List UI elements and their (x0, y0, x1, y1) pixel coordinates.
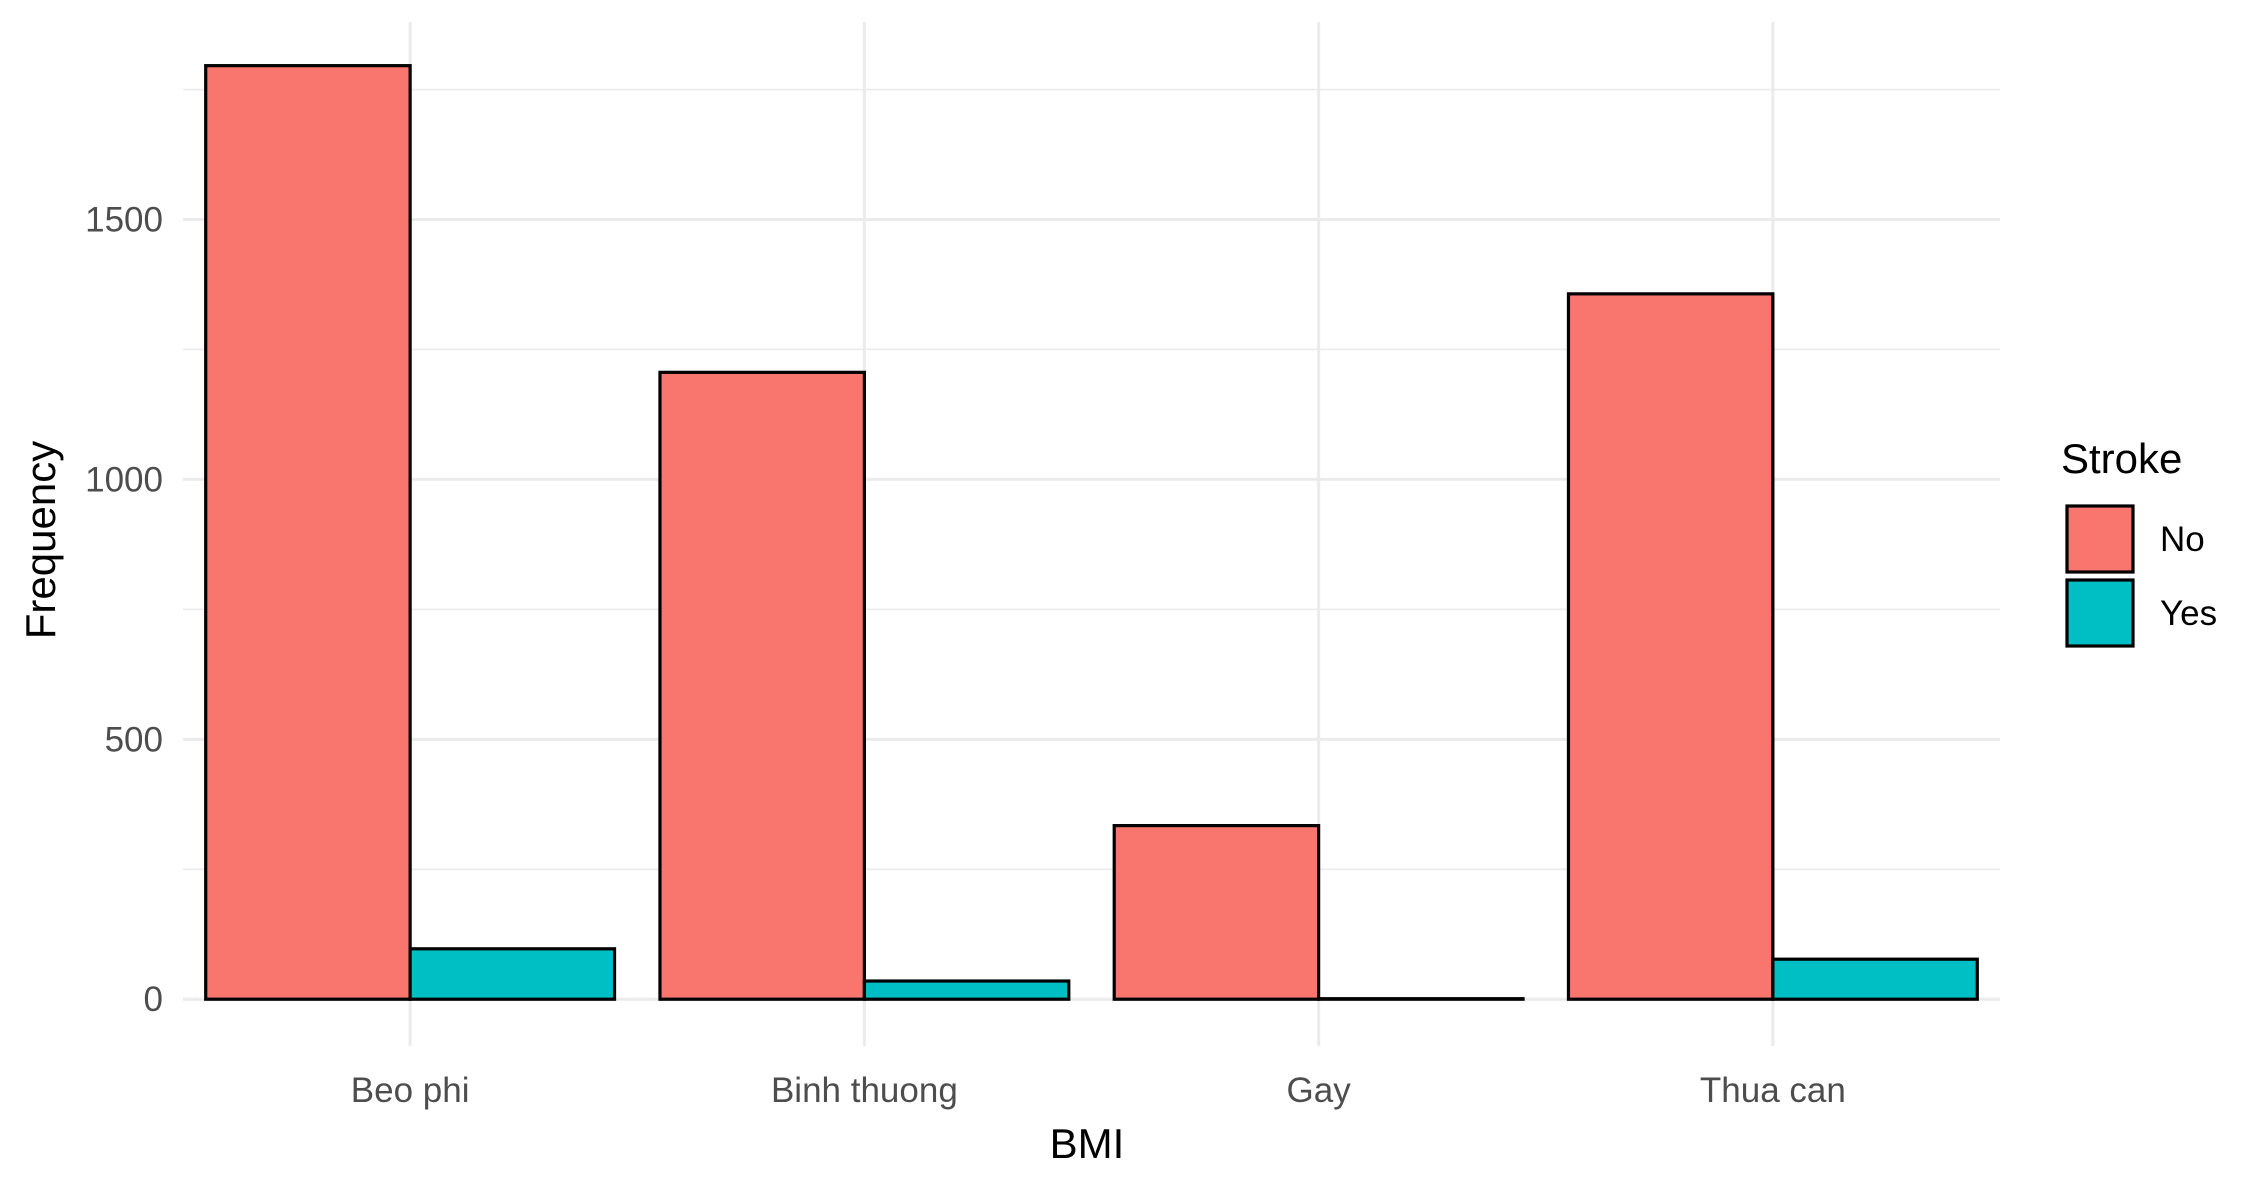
x-tick-label: Thua can (1700, 1071, 1846, 1110)
legend-title: Stroke (2061, 435, 2182, 482)
legend-label-yes: Yes (2160, 594, 2217, 633)
x-tick-label: Beo phi (351, 1071, 470, 1110)
x-tick-label: Gay (1287, 1071, 1352, 1110)
y-axis-title: Frequency (17, 441, 64, 639)
y-tick-label: 1000 (85, 460, 163, 499)
bar-yes-beo-phi (408, 947, 617, 1001)
y-tick-label: 0 (144, 980, 163, 1019)
bar-yes-binh-thuong (862, 979, 1071, 1001)
bars (204, 64, 1979, 1001)
legend-key-yes (2065, 578, 2135, 648)
y-tick-label: 1500 (85, 201, 163, 240)
bar-no-beo-phi (204, 64, 412, 1001)
x-tick-label: Binh thuong (771, 1071, 958, 1110)
bar-no-gay (1112, 824, 1321, 1001)
bar-no-thua-can (1566, 292, 1775, 1001)
bar-no-binh-thuong (658, 370, 866, 1001)
y-tick-label: 500 (105, 720, 163, 759)
x-axis-ticks: Beo phi Binh thuong Gay Thua can (351, 1071, 1846, 1110)
bar-yes-gay (1317, 997, 1525, 1001)
bar-yes-thua-can (1771, 957, 1979, 1001)
x-axis-title: BMI (1050, 1120, 1125, 1167)
legend-key-no (2065, 504, 2135, 574)
y-axis-ticks: 0 500 1000 1500 (85, 201, 163, 1020)
legend-label-no: No (2160, 520, 2205, 559)
legend: Stroke No Yes (2061, 435, 2217, 648)
